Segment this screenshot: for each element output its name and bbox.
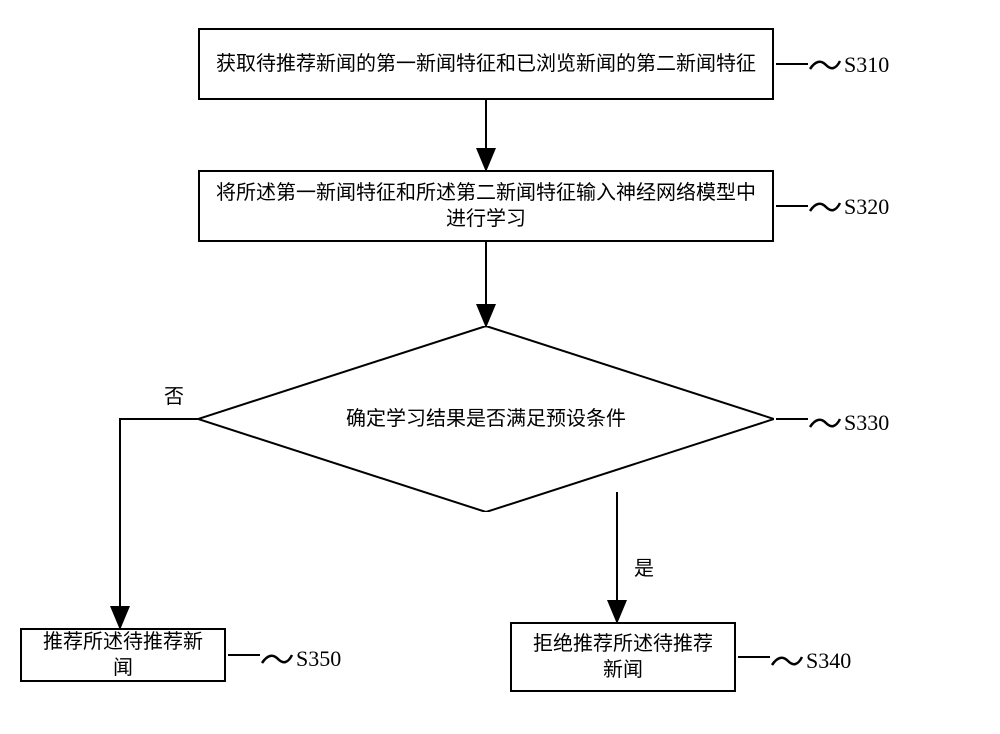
tilde-icon bbox=[808, 195, 842, 219]
step-label-s330: S330 bbox=[808, 410, 889, 436]
edge-label-yes: 是 bbox=[634, 552, 654, 581]
node-s310: 获取待推荐新闻的第一新闻特征和已浏览新闻的第二新闻特征 bbox=[198, 28, 774, 100]
step-code: S330 bbox=[844, 410, 889, 436]
step-code: S320 bbox=[844, 194, 889, 220]
edge-label-no: 否 bbox=[164, 380, 184, 409]
step-code: S340 bbox=[806, 648, 851, 674]
tilde-icon bbox=[808, 53, 842, 77]
node-s350-text: 推荐所述待推荐新闻 bbox=[38, 629, 208, 681]
node-s330: 确定学习结果是否满足预设条件 bbox=[198, 326, 774, 512]
node-s350: 推荐所述待推荐新闻 bbox=[20, 628, 226, 682]
flowchart-canvas: 获取待推荐新闻的第一新闻特征和已浏览新闻的第二新闻特征 S310 将所述第一新闻… bbox=[0, 0, 1000, 734]
node-s340: 拒绝推荐所述待推荐新闻 bbox=[510, 622, 736, 692]
node-s320-text: 将所述第一新闻特征和所述第二新闻特征输入神经网络模型中进行学习 bbox=[216, 180, 756, 232]
node-s310-text: 获取待推荐新闻的第一新闻特征和已浏览新闻的第二新闻特征 bbox=[216, 51, 756, 77]
node-s330-text: 确定学习结果是否满足预设条件 bbox=[346, 406, 626, 432]
node-s340-text: 拒绝推荐所述待推荐新闻 bbox=[528, 631, 718, 683]
step-label-s320: S320 bbox=[808, 194, 889, 220]
step-label-s340: S340 bbox=[770, 648, 851, 674]
node-s320: 将所述第一新闻特征和所述第二新闻特征输入神经网络模型中进行学习 bbox=[198, 170, 774, 242]
step-label-s310: S310 bbox=[808, 52, 889, 78]
tilde-icon bbox=[770, 649, 804, 673]
tilde-icon bbox=[808, 411, 842, 435]
step-code: S310 bbox=[844, 52, 889, 78]
tilde-icon bbox=[260, 647, 294, 671]
step-code: S350 bbox=[296, 646, 341, 672]
step-label-s350: S350 bbox=[260, 646, 341, 672]
